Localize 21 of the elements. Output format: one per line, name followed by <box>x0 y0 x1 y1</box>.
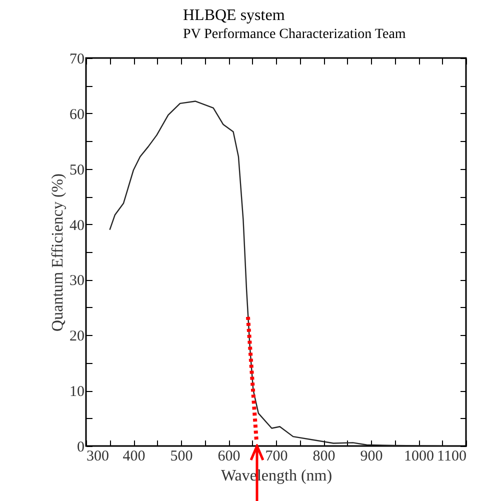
x-tick-label: 700 <box>265 448 288 464</box>
y-tick-label: 70 <box>70 52 84 68</box>
y-tick-label: 50 <box>70 162 84 178</box>
y-tick-label: 0 <box>77 440 84 456</box>
x-tick-label: 400 <box>122 448 146 464</box>
x-tick-label: 1100 <box>437 448 466 464</box>
y-tick-label: 40 <box>70 218 84 234</box>
y-axis-title: Quantum Efficiency (%) <box>50 174 66 332</box>
chart-title: HLBQE system <box>183 7 286 24</box>
x-tick-label: 500 <box>170 448 193 464</box>
chart-subtitle: PV Performance Characterization Team <box>183 27 406 42</box>
x-tick-label: 1000 <box>404 448 434 464</box>
y-tick-label: 60 <box>70 106 84 123</box>
x-tick-label: 300 <box>86 448 109 464</box>
y-tick-label: 20 <box>70 328 84 345</box>
y-tick-label: 30 <box>70 273 84 290</box>
x-tick-label: 800 <box>312 448 336 464</box>
x-tick-label: 600 <box>218 448 240 464</box>
line-series <box>109 100 448 446</box>
x-tick-label: 900 <box>360 448 383 464</box>
y-tick-label: 10 <box>70 384 84 400</box>
